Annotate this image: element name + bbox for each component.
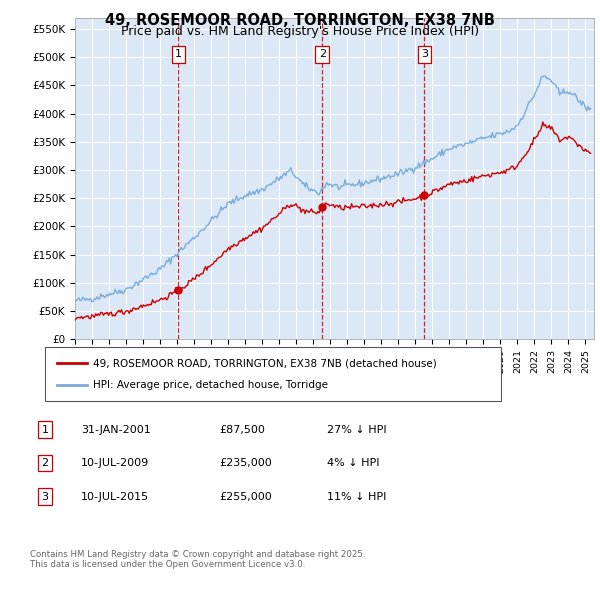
- Text: 2: 2: [319, 50, 326, 60]
- Text: 1: 1: [175, 50, 182, 60]
- Text: HPI: Average price, detached house, Torridge: HPI: Average price, detached house, Torr…: [93, 380, 328, 390]
- Text: 49, ROSEMOOR ROAD, TORRINGTON, EX38 7NB: 49, ROSEMOOR ROAD, TORRINGTON, EX38 7NB: [105, 13, 495, 28]
- Text: Contains HM Land Registry data © Crown copyright and database right 2025.
This d: Contains HM Land Registry data © Crown c…: [30, 550, 365, 569]
- Text: 3: 3: [41, 492, 49, 502]
- Text: 31-JAN-2001: 31-JAN-2001: [81, 425, 151, 434]
- Text: £255,000: £255,000: [219, 492, 272, 502]
- Text: 1: 1: [41, 425, 49, 434]
- Text: £235,000: £235,000: [219, 458, 272, 468]
- Text: 3: 3: [421, 50, 428, 60]
- Text: 10-JUL-2009: 10-JUL-2009: [81, 458, 149, 468]
- Text: 10-JUL-2015: 10-JUL-2015: [81, 492, 149, 502]
- Text: Price paid vs. HM Land Registry's House Price Index (HPI): Price paid vs. HM Land Registry's House …: [121, 25, 479, 38]
- Text: £87,500: £87,500: [219, 425, 265, 434]
- Text: 49, ROSEMOOR ROAD, TORRINGTON, EX38 7NB (detached house): 49, ROSEMOOR ROAD, TORRINGTON, EX38 7NB …: [93, 358, 437, 368]
- Text: 4% ↓ HPI: 4% ↓ HPI: [327, 458, 380, 468]
- Text: 11% ↓ HPI: 11% ↓ HPI: [327, 492, 386, 502]
- Text: 2: 2: [41, 458, 49, 468]
- Text: 27% ↓ HPI: 27% ↓ HPI: [327, 425, 386, 434]
